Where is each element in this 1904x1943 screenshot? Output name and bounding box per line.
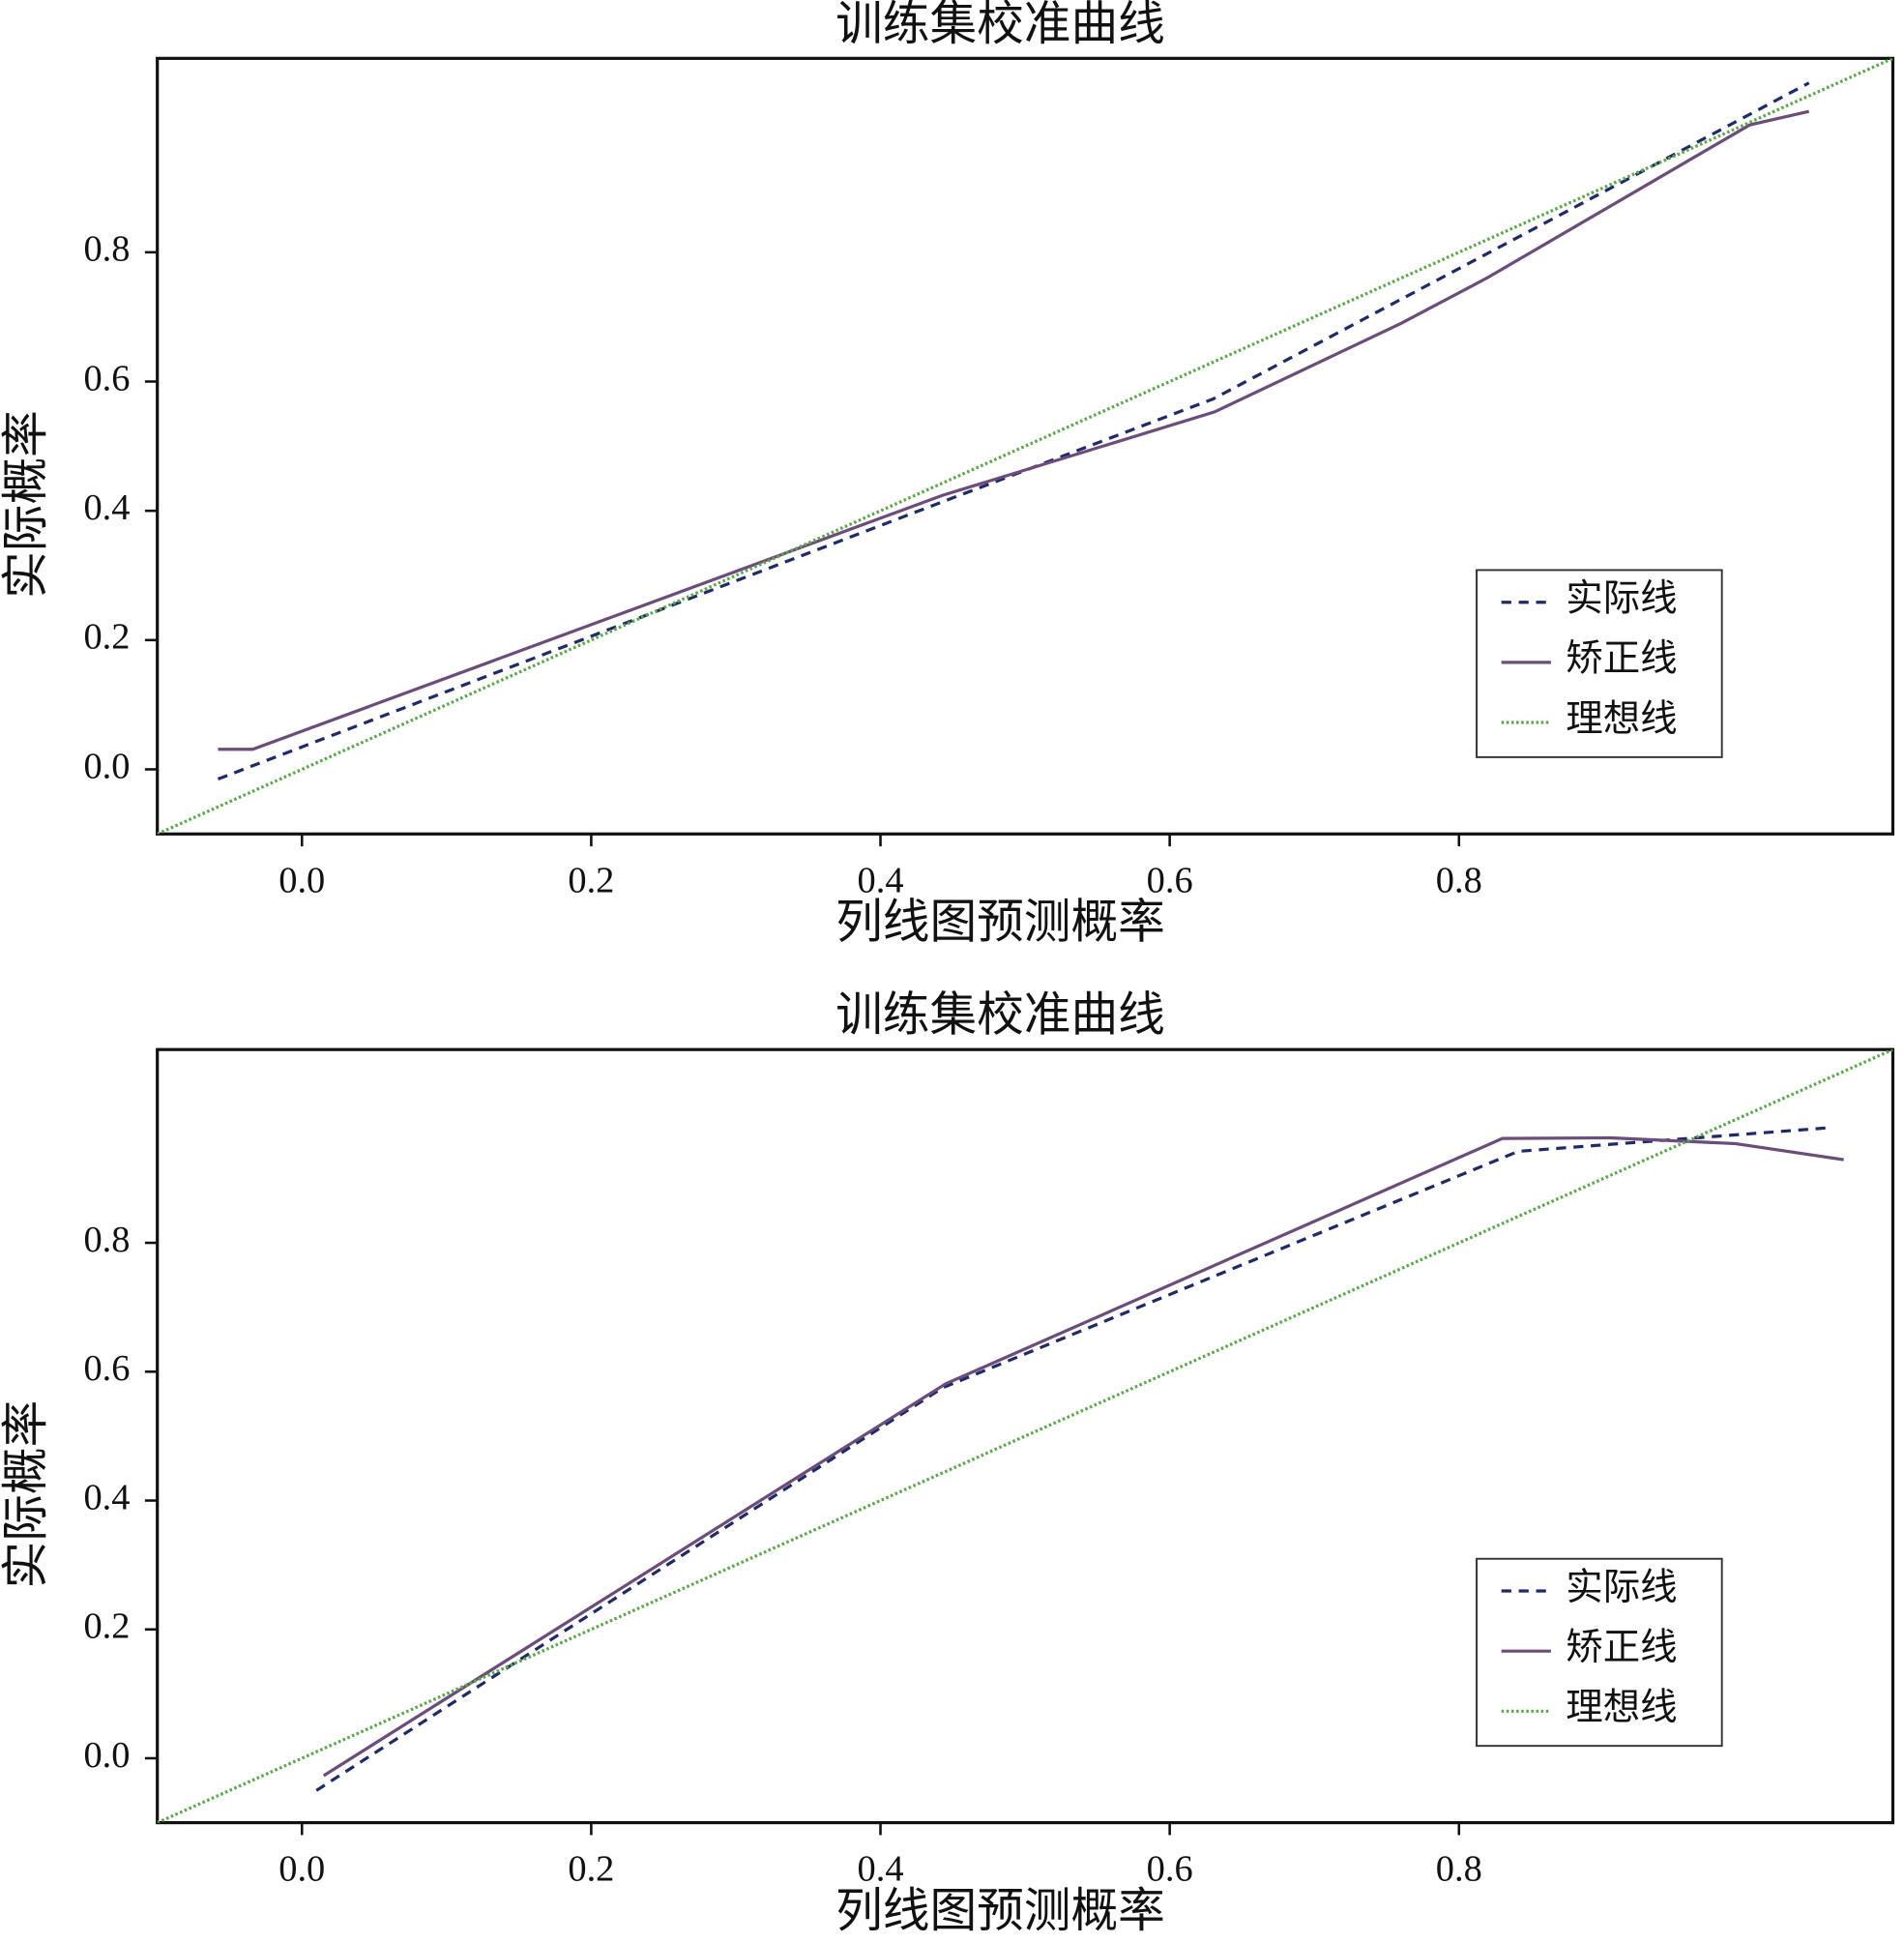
x-tick-label: 0.8 [1436,860,1482,900]
x-tick-label: 0.6 [1147,1849,1193,1890]
y-tick-label: 0.0 [83,1735,130,1776]
y-tick-label: 0.4 [83,1477,130,1517]
x-tick-label: 0.4 [858,860,904,900]
x-tick-label: 0.2 [568,1849,614,1890]
legend-label: 实际线 [1566,578,1677,620]
x-tick-label: 0.8 [1436,1849,1482,1890]
plot-frame [156,56,1895,836]
y-tick-label: 0.8 [83,1220,130,1260]
legend-label: 理想线 [1566,1688,1677,1728]
x-tick-label: 0.2 [568,860,614,900]
legend-label: 矫正线 [1566,1628,1677,1668]
chart-title: 训练集校准曲线 [835,989,1165,1042]
legend-label: 实际线 [1566,1567,1677,1608]
y-tick-label: 0.6 [83,1348,130,1389]
x-tick-label: 0.6 [1147,860,1193,900]
series-line [315,1126,1832,1792]
plot-frame [156,1047,1895,1825]
y-tick-label: 0.8 [83,229,130,270]
y-tick-label: 0.6 [83,358,130,398]
y-tick-label: 0.0 [83,746,130,786]
y-axis-label: 实际概率 [0,1400,52,1589]
x-axis-label: 列线图预测概率 [835,1885,1165,1937]
y-axis-label: 实际概率 [0,410,52,599]
x-axis-label: 列线图预测概率 [835,897,1165,949]
y-tick-label: 0.2 [83,617,130,658]
series-line [322,1135,1844,1778]
chart-title: 训练集校准曲线 [835,0,1165,50]
legend-label: 矫正线 [1566,639,1677,680]
series-line [218,109,1810,751]
x-tick-label: 0.0 [278,1849,325,1890]
series-line [217,81,1810,780]
legend-label: 理想线 [1566,699,1677,740]
y-tick-label: 0.2 [83,1606,130,1647]
x-tick-label: 0.4 [858,1849,904,1890]
x-tick-label: 0.0 [278,860,325,900]
y-tick-label: 0.4 [83,487,130,528]
